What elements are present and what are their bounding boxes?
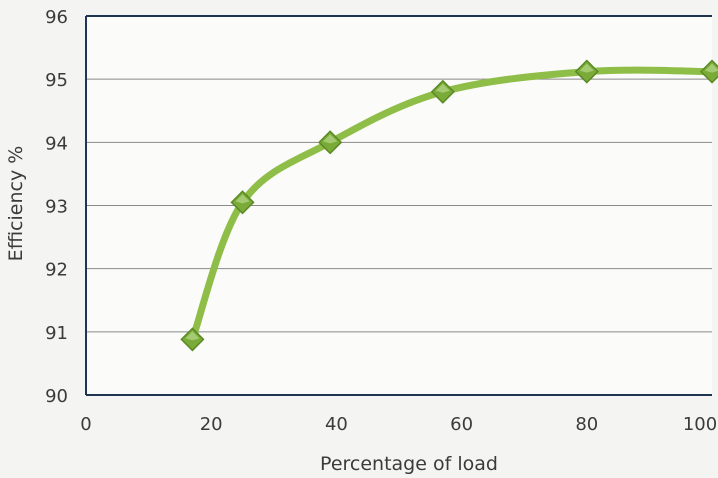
x-tick-label-0: 0 — [80, 414, 91, 435]
data-point-highlight — [435, 83, 450, 93]
y-tick-label-95: 95 — [45, 70, 68, 91]
x-tick-label-80: 80 — [575, 414, 598, 435]
y-tick-label-90: 90 — [45, 386, 68, 407]
x-axis-label: Percentage of load — [320, 453, 498, 474]
x-tick-label-100: 100 — [683, 414, 717, 435]
data-point-highlight — [235, 194, 250, 204]
y-tick-label-91: 91 — [45, 323, 68, 344]
y-tick-label-96: 96 — [45, 7, 68, 28]
axes — [85, 15, 712, 396]
y-tick-label-93: 93 — [45, 197, 68, 218]
x-tick-label-40: 40 — [325, 414, 348, 435]
data-point-highlight — [705, 63, 718, 73]
data-point-highlight — [323, 134, 338, 144]
data-point-highlight — [185, 331, 200, 341]
data-markers — [180, 59, 718, 352]
y-tick-label-94: 94 — [45, 133, 68, 154]
y-tick-label-92: 92 — [45, 260, 68, 281]
x-tick-label-60: 60 — [450, 414, 473, 435]
efficiency-series-line — [188, 66, 716, 343]
x-tick-label-20: 20 — [200, 414, 223, 435]
data-point-highlight — [579, 63, 594, 73]
y-axis-label: Efficiency % — [5, 146, 27, 262]
tick-labels: 90 91 92 93 94 95 96 0 20 40 60 80 100 — [45, 7, 717, 435]
